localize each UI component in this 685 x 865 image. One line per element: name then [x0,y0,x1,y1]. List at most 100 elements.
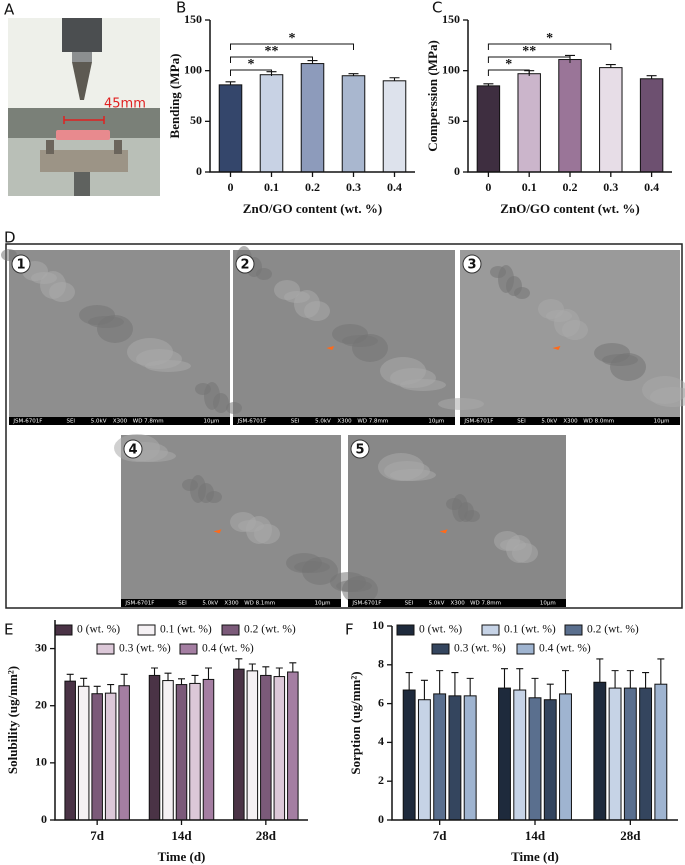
sem-caption: 5.0kV [429,601,445,607]
sem-number-badge [123,439,143,459]
axis-line [467,20,672,173]
error-bar [500,668,508,689]
legend-swatch [179,643,198,655]
sem-caption: X300 [563,419,578,425]
bar [260,674,272,821]
sem-image: JSM-6701F SEI 5.0kV X300 WD 7.8mm 10μm 2 [226,246,455,425]
bar [608,687,622,821]
sem-caption: 10μm [654,419,670,425]
x-tick-label: 0.4 [387,180,402,194]
error-bar [164,672,172,681]
error-bar [596,658,604,683]
significance-bracket [230,69,272,76]
y-tick-label: 50 [190,113,202,127]
y-tick-label: 0 [41,812,47,826]
x-axis-label: Time (d) [511,849,559,864]
photo: 45mm [8,18,160,196]
x-tick-label: 0.3 [603,180,618,194]
sem-caption: 5.0kV [541,419,557,425]
sem-caption: X300 [224,601,239,607]
legend-label: 0.1 (wt. %) [504,624,556,636]
panel-d-frame [5,243,683,609]
error-bar [646,75,657,79]
panel-label: A [4,1,15,19]
legend-swatch [137,624,156,636]
error-bar [546,683,554,700]
error-bar [289,662,297,672]
error-bar [66,673,74,682]
sem-caption: WD 7.8mm [133,419,164,425]
error-bar [420,679,428,700]
bar [273,676,286,821]
sem-texture [182,479,198,491]
x-tick-label: 0.2 [563,180,578,194]
legend-label: 0.2 (wt. %) [587,624,639,636]
y-tick-label: 2 [378,773,384,787]
sem-caption: WD 8.1mm [244,601,275,607]
bar [91,693,103,821]
error-bar [93,685,101,694]
sem-texture [378,453,424,481]
y-tick-label: 100 [442,62,460,76]
sem-caption: 5.0kV [315,419,331,425]
error-bar [275,667,283,677]
significance-label: ** [265,44,279,59]
sem-caption: WD 7.8mm [470,601,501,607]
x-tick-label: 28d [620,828,641,843]
error-bar [389,77,400,81]
legend-label: 0 (wt. %) [77,624,120,636]
y-tick-label: 150 [184,12,202,26]
sem-texture [286,553,322,573]
significance-label: * [546,31,553,46]
significance-label: * [248,57,255,72]
legend-label: 0.1 (wt. %) [160,624,212,636]
x-tick-label: 14d [525,828,546,843]
sem-number-badge [235,254,255,274]
significance-label: * [505,57,512,72]
sem-texture [594,343,630,363]
bar [448,695,462,821]
sem-texture [494,531,520,551]
sem-number: 3 [467,258,476,273]
error-bar [466,677,474,696]
x-axis-label: ZnO/GO content (wt. %) [243,201,382,216]
photo-holder [72,52,92,62]
panel-label: B [176,0,186,17]
sem-number-badge [11,254,31,274]
error-bar [531,677,539,698]
error-bar [657,658,665,685]
legend-swatch [431,643,450,655]
y-axis-label: Comperssion (MPa) [425,40,440,152]
sem-caption: SEI [517,419,526,425]
x-tick-label: 28d [256,828,277,843]
sem-texture [642,376,685,404]
bar [162,680,174,821]
significance-bracket [487,56,571,63]
sem-caption: 10μm [428,419,444,425]
bar [623,687,637,821]
x-tick-label: 0 [485,180,491,194]
sem-texture [490,266,506,278]
sem-caption-bar [460,417,680,425]
y-tick-label: 6 [378,695,384,709]
sem-texture [1,249,17,261]
sem-arrow [439,529,448,534]
sem-texture [380,357,426,385]
error-bar [235,658,243,670]
bar [639,78,664,173]
bar [476,85,501,173]
sem-caption: X300 [113,419,128,425]
sem-caption: WD 8.0mm [583,419,614,425]
legend-swatch [96,643,115,655]
axis-line [54,620,308,821]
bar [559,693,572,821]
bar [543,699,557,821]
y-tick-label: 4 [378,734,384,748]
bar [233,668,245,821]
photo-annotation: 45mm [104,97,146,112]
bar [402,689,416,821]
sem-arrow [552,346,561,350]
error-bar [248,663,256,671]
